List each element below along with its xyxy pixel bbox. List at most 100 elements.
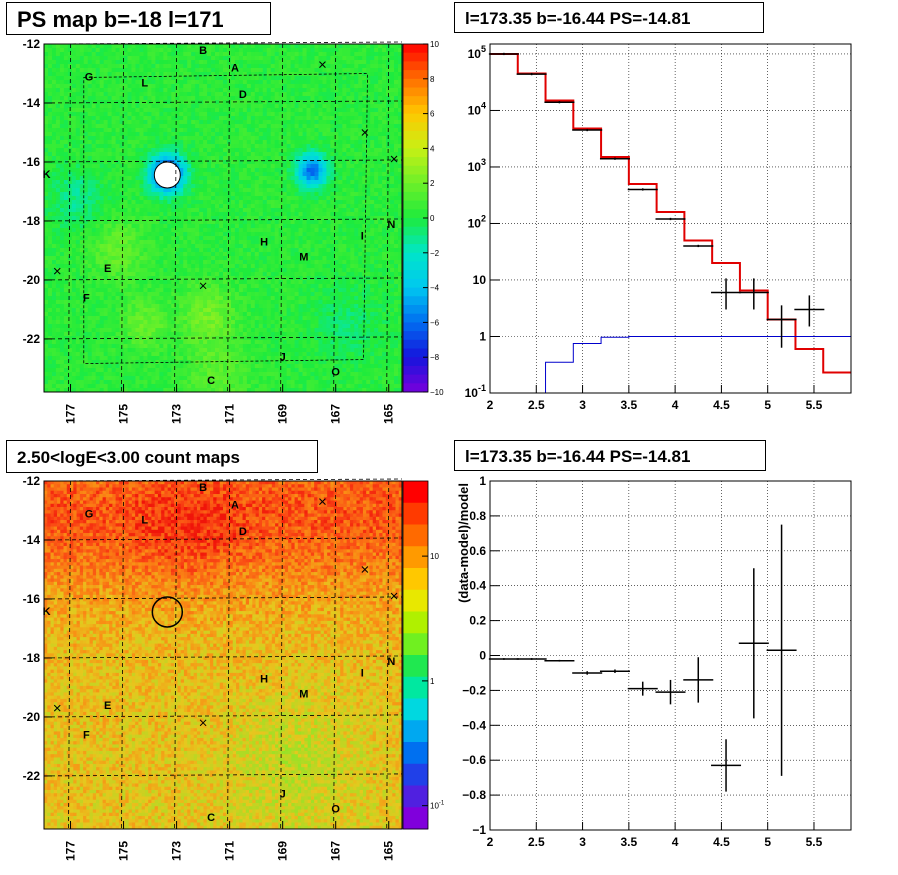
ps-map-pixel [171,148,175,152]
ps-map-pixel [295,104,299,108]
ps-map-pixel [255,108,259,112]
ps-map-pixel [96,140,100,144]
ps-map-pixel [60,56,64,60]
ps-map-pixel [60,120,64,124]
ps-map-pixel [231,120,235,124]
ps-map-pixel [223,156,227,160]
ps-map-pixel [80,60,84,64]
ps-map-pixel [271,140,275,144]
ps-map-pixel [187,152,191,156]
figure-canvas: 177 175 173 171 169 167 165-12-14-16-18-20-22B… [0,0,898,875]
ps-map-pixel [223,80,227,84]
ps-map-pixel [227,48,231,52]
ps-map-pixel [195,132,199,136]
ps-map-pixel [128,72,132,76]
ps-map-pixel [374,76,378,80]
ps-map-pixel [243,124,247,128]
ps-map-pixel [311,56,315,60]
ps-map-pixel [287,80,291,84]
ps-map-pixel [191,140,195,144]
ps-map-pixel [147,148,151,152]
ps-map-pixel [338,124,342,128]
ps-map-pixel [267,48,271,52]
ps-map-pixel [247,140,251,144]
ps-map-pixel [108,72,112,76]
ps-map-pixel [100,148,104,152]
ps-map-pixel [207,136,211,140]
ps-map-pixel [132,88,136,92]
ps-map-pixel [251,80,255,84]
ps-map-pixel [378,136,382,140]
ps-map-pixel [179,128,183,132]
ps-map-pixel [60,112,64,116]
ps-map-pixel [394,140,398,144]
ps-map-pixel [307,52,311,56]
ps-map-pixel [179,132,183,136]
ps-map-pixel [275,140,279,144]
ps-map-pixel [207,48,211,52]
ps-map-pixel [334,60,338,64]
ps-map-pixel [64,144,68,148]
ps-map-pixel [307,88,311,92]
ps-map-pixel [56,104,60,108]
ps-map-pixel [96,72,100,76]
ps-map-pixel [76,44,80,48]
ps-map-pixel [199,128,203,132]
ps-map-pixel [295,56,299,60]
ps-map-pixel [143,152,147,156]
ps-map-pixel [199,60,203,64]
ps-map-pixel [211,116,215,120]
ps-map-pixel [88,116,92,120]
ps-map-pixel [92,140,96,144]
ps-map-pixel [76,108,80,112]
ps-map-pixel [56,136,60,140]
ps-map-pixel [283,128,287,132]
ps-map-pixel [104,88,108,92]
ps-map-pixel [346,140,350,144]
ps-map-pixel [382,56,386,60]
ps-map-pixel [80,48,84,52]
ps-map-pixel [295,108,299,112]
ps-map-pixel [283,104,287,108]
ps-map-pixel [330,116,334,120]
ps-map-pixel [92,64,96,68]
ps-map-pixel [128,116,132,120]
ps-map-pixel [219,104,223,108]
ps-map-pixel [354,140,358,144]
ps-map-pixel [48,80,52,84]
ps-map-pixel [295,120,299,124]
ps-map-pixel [132,44,136,48]
ps-map-pixel [354,60,358,64]
ps-map-pixel [167,96,171,100]
ps-map-pixel [88,104,92,108]
ps-map-pixel [116,84,120,88]
ps-map-pixel [263,140,267,144]
ps-map-pixel [350,148,354,152]
ps-map-pixel [338,84,342,88]
ps-map-pixel [44,108,48,112]
ps-map-pixel [76,64,80,68]
ps-map-pixel [235,52,239,56]
ps-map-pixel [350,140,354,144]
ps-map-pixel [143,104,147,108]
ps-map-pixel [370,92,374,96]
ps-map-pixel [271,44,275,48]
ps-map-pixel [271,92,275,96]
ps-map-pixel [311,52,315,56]
ps-map-pixel [215,120,219,124]
ps-map-pixel [100,60,104,64]
ps-map-pixel [322,96,326,100]
ps-map-pixel [171,116,175,120]
ps-map-pixel [52,48,56,52]
ps-map-pixel [171,152,175,156]
ps-map-pixel [318,48,322,52]
ps-map-pixel [326,68,330,72]
ps-map-pixel [52,100,56,104]
ps-map-pixel [191,68,195,72]
ps-map-pixel [283,88,287,92]
ps-map-pixel [338,120,342,124]
ps-map-pixel [318,84,322,88]
ps-map-pixel [219,108,223,112]
ps-map-pixel [303,136,307,140]
ps-map-pixel [382,108,386,112]
